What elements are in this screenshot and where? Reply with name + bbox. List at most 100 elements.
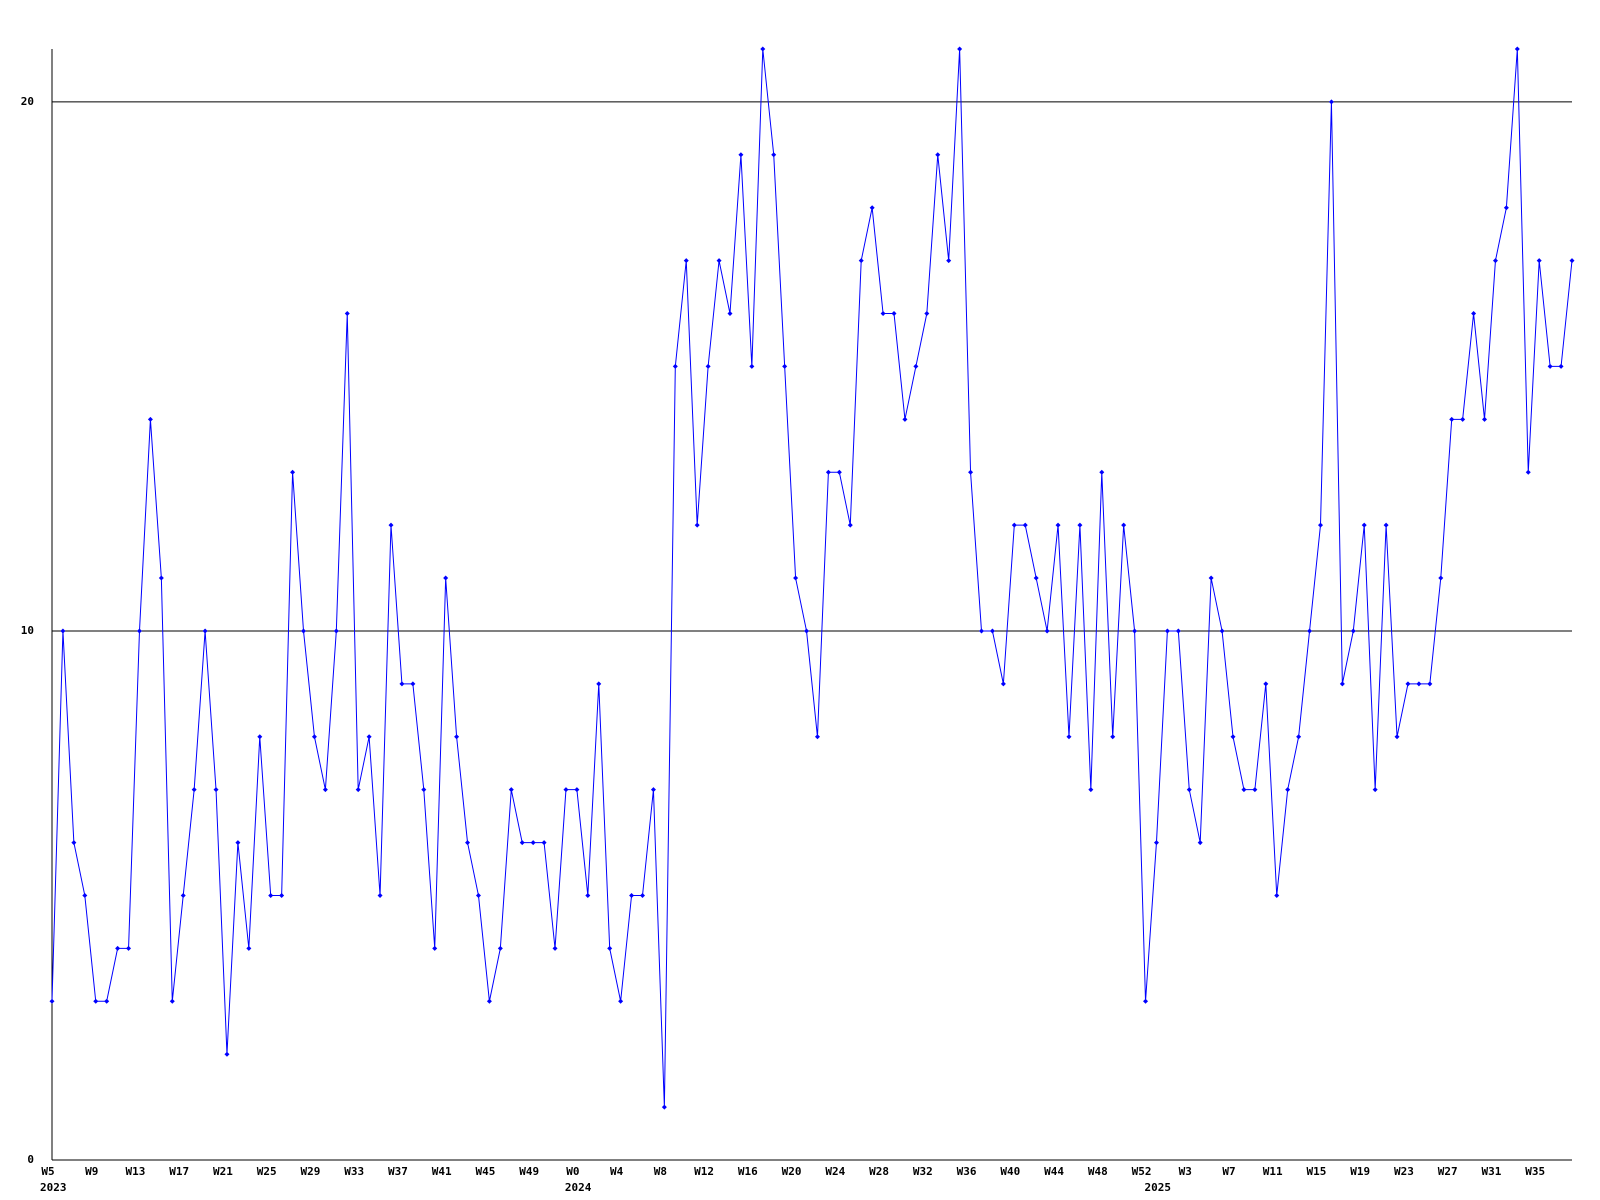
data-point [486,998,492,1004]
data-point [1033,575,1039,581]
data-point [629,892,635,898]
data-point [1438,575,1444,581]
data-point [869,205,875,211]
data-point [989,628,995,634]
data-point [672,363,678,369]
data-point [311,734,317,740]
x-tick-label: W28 [869,1165,889,1178]
data-point [126,945,132,951]
data-point [1274,892,1280,898]
data-point [1328,99,1334,105]
data-point [563,787,569,793]
data-point [246,945,252,951]
data-point [1307,628,1313,634]
x-tick-label: W27 [1438,1165,1458,1178]
data-point [968,469,974,475]
data-point [1482,416,1488,422]
data-point [213,787,219,793]
x-tick-label: W5 [41,1165,54,1178]
data-point [1164,628,1170,634]
x-tick-label: W40 [1000,1165,1020,1178]
data-point [104,998,110,1004]
data-point [1208,575,1214,581]
data-point [814,734,820,740]
data-point [1066,734,1072,740]
data-point [421,787,427,793]
data-point [465,840,471,846]
data-point [1143,998,1149,1004]
data-point [640,892,646,898]
data-point [388,522,394,528]
x-tick-label: W8 [654,1165,667,1178]
x-tick-label: W15 [1307,1165,1327,1178]
x-tick-label: W11 [1263,1165,1283,1178]
data-point [279,892,285,898]
data-point [1427,681,1433,687]
x-tick-label: W37 [388,1165,408,1178]
x-tick-label: W31 [1482,1165,1502,1178]
data-point [957,46,963,52]
data-point [224,1051,230,1057]
data-point [880,311,886,317]
data-point [1372,787,1378,793]
data-point [1011,522,1017,528]
data-point [1044,628,1050,634]
x-tick-label: W13 [126,1165,146,1178]
data-point [235,840,241,846]
data-point [1405,681,1411,687]
data-point [301,628,307,634]
data-point [771,152,777,158]
data-point [519,840,525,846]
data-point [1263,681,1269,687]
data-point [93,998,99,1004]
data-point [1175,628,1181,634]
data-point [1285,787,1291,793]
data-point [858,258,864,264]
x-tick-label: W52 [1132,1165,1152,1178]
data-point [191,787,197,793]
data-point [847,522,853,528]
data-point [727,311,733,317]
data-point [694,522,700,528]
data-point [913,363,919,369]
x-tick-label: W35 [1525,1165,1545,1178]
data-point [202,628,208,634]
x-tick-label: W4 [610,1165,624,1178]
data-point [443,575,449,581]
x-tick-label: W17 [169,1165,189,1178]
data-point [1317,522,1323,528]
data-point [268,892,274,898]
data-point [1110,734,1116,740]
data-point [1394,734,1400,740]
data-point [1000,681,1006,687]
data-point [1077,522,1083,528]
data-point [1547,363,1553,369]
data-point [1383,522,1389,528]
data-point [508,787,514,793]
data-point [1361,522,1367,528]
x-tick-label: W7 [1222,1165,1235,1178]
data-point [607,945,613,951]
x-tick-label: W20 [782,1165,802,1178]
data-point [49,998,55,1004]
data-point [1099,469,1105,475]
data-point [650,787,656,793]
data-point [158,575,164,581]
y-tick-label: 10 [21,624,34,637]
data-point [454,734,460,740]
data-point [946,258,952,264]
data-point [1197,840,1203,846]
data-point [1514,46,1520,52]
data-point [1296,734,1302,740]
data-point [1569,258,1575,264]
x-tick-label: W33 [344,1165,364,1178]
data-point [497,945,503,951]
x-tick-label: W36 [957,1165,977,1178]
x-tick-label: W24 [825,1165,845,1178]
data-point [1449,416,1455,422]
x-tick-label: W21 [213,1165,233,1178]
data-point [115,945,121,951]
x-tick-label: W3 [1179,1165,1192,1178]
